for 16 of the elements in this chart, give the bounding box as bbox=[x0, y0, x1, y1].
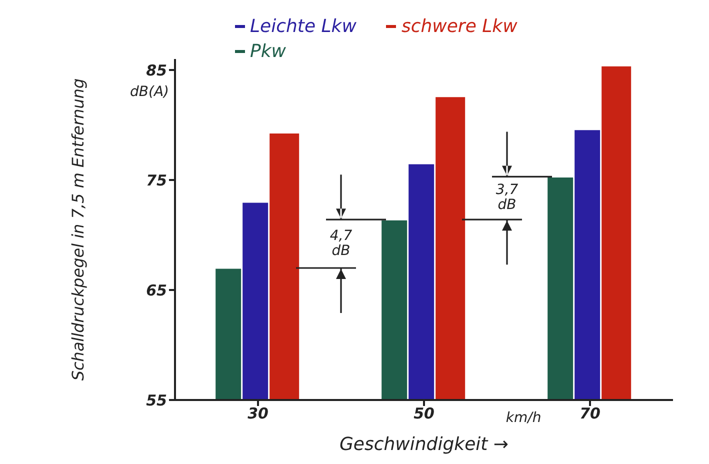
text: km/h bbox=[506, 410, 542, 426]
y-tick-label: 65 bbox=[146, 281, 167, 300]
x-tick-label: 50 bbox=[414, 404, 434, 423]
annotation: 3,7 dB bbox=[496, 182, 518, 214]
legend-label: Pkw bbox=[249, 41, 287, 62]
x-tick-label: 30 bbox=[248, 404, 268, 423]
y-tick-label: 85 bbox=[146, 61, 167, 80]
text: dB(A) bbox=[130, 84, 169, 100]
x-axis-title: Geschwindigkeit → bbox=[339, 434, 509, 455]
annotation: 4,7 dB bbox=[330, 228, 352, 259]
y-axis-title: Schalldruckpegel in 7,5 m Entfernung bbox=[68, 78, 88, 381]
y-tick-label: 75 bbox=[146, 171, 167, 190]
legend-label: schwere Lkw bbox=[400, 16, 518, 37]
y-tick-label: 55 bbox=[146, 391, 167, 410]
legend-label: Leichte Lkw bbox=[249, 16, 356, 37]
x-tick-label: 70 bbox=[580, 404, 600, 423]
